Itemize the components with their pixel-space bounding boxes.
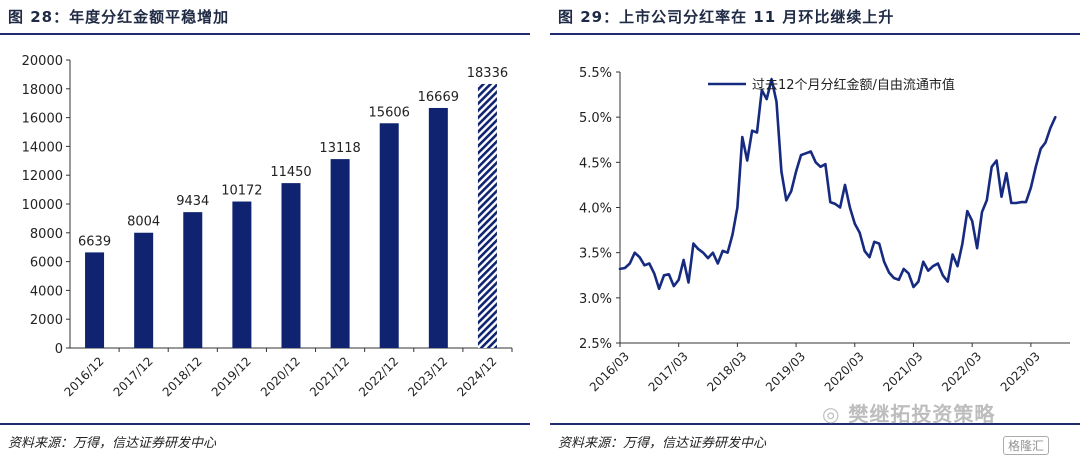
watermark-logo: 格隆汇 [1003, 436, 1050, 455]
bar-y-tick-label: 4000 [30, 284, 63, 299]
bar-y-tick-label: 6000 [30, 256, 63, 271]
bar-x-tick-label: 2024/12 [454, 354, 499, 399]
line-y-tick-label: 3.0% [579, 292, 612, 307]
left-figure-panel: 图 28：年度分红金额平稳增加 0 2000 4000 6000 8000 10000 12… [0, 0, 530, 464]
dividend-yield-series-line [618, 77, 1057, 291]
line-x-tick-label: 2018/03 [704, 349, 749, 394]
bar-y-tick-label: 0 [55, 342, 63, 357]
legend-label: 过去12个月分红金额/自由流通市值 [752, 77, 955, 93]
line-y-tick-label: 2.5% [579, 337, 612, 352]
line-y-tick-label: 4.5% [579, 156, 612, 171]
left-source-rule [0, 423, 530, 425]
bar-value-label: 9434 [176, 194, 209, 209]
bar-value-label: 16669 [418, 90, 459, 105]
bar-value-label: 18336 [467, 66, 508, 81]
bar-x-tick-label: 2022/12 [356, 354, 401, 399]
line-x-tick-label: 2023/03 [998, 349, 1043, 394]
right-source-rule [550, 423, 1080, 425]
wechat-icon: ◎ [822, 402, 841, 426]
bar-y-tick-label: 8000 [30, 227, 63, 242]
line-chart: 2.5% 3.0% 3.5% 4.0% 4.5% 5.0% 5.5% 2016/03 2017/… [579, 66, 1070, 394]
right-source-note: 资料来源：万得，信达证券研发中心 [558, 436, 767, 451]
watermark: ◎ 樊继拓投资策略 [822, 398, 995, 427]
bar [379, 123, 399, 349]
line-y-tick-label: 3.5% [579, 247, 612, 262]
bar-y-tick-label: 14000 [22, 140, 63, 155]
bar-value-label: 6639 [78, 234, 111, 249]
line-y-tick-label: 5.5% [579, 66, 612, 81]
watermark-logo-text: 格隆汇 [1008, 439, 1045, 453]
bar-value-label: 15606 [369, 105, 410, 120]
bar [477, 83, 497, 348]
bar [85, 252, 105, 348]
line-x-tick-label: 2019/03 [763, 349, 808, 394]
line-y-tick-label: 4.0% [579, 202, 612, 217]
bar-y-tick-label: 2000 [30, 313, 63, 328]
bar-value-label: 11450 [270, 165, 311, 180]
bar [281, 183, 301, 348]
bar-y-tick-label: 18000 [22, 83, 63, 98]
left-figure-title: 图 28：年度分红金额平稳增加 [8, 8, 230, 26]
bar [183, 212, 203, 348]
bar-y-tick-label: 10000 [22, 198, 63, 213]
line-x-tick-label: 2020/03 [822, 349, 867, 394]
bar [330, 159, 350, 348]
right-figure-panel: 图 29：上市公司分红率在 11 月环比继续上升 2.5% 3.0% 3.5% 4.0… [550, 0, 1080, 464]
bar-x-tick-label: 2017/12 [111, 354, 156, 399]
bar-x-tick-label: 2019/12 [209, 354, 254, 399]
line-x-tick-label: 2022/03 [939, 349, 984, 394]
bar [428, 107, 448, 348]
bar-x-tick-label: 2016/12 [61, 354, 106, 399]
line-x-tick-label: 2017/03 [646, 349, 691, 394]
line-y-tick-label: 5.0% [579, 111, 612, 126]
bar-x-tick-label: 2020/12 [258, 354, 303, 399]
bar [232, 201, 252, 348]
line-x-tick-label: 2021/03 [880, 349, 925, 394]
left-title-rule [0, 33, 530, 35]
bar-value-label: 10172 [221, 184, 262, 199]
right-figure-title: 图 29：上市公司分红率在 11 月环比继续上升 [558, 8, 895, 26]
right-title-rule [550, 33, 1080, 35]
bar-x-tick-label: 2023/12 [405, 354, 450, 399]
watermark-text: 樊继拓投资策略 [848, 402, 996, 426]
bar-x-tick-label: 2018/12 [160, 354, 205, 399]
bar-x-tick-label: 2021/12 [307, 354, 352, 399]
bar-value-label: 8004 [127, 215, 160, 230]
line-x-tick-label: 2016/03 [587, 349, 632, 394]
bar [134, 232, 154, 348]
left-source-note: 资料来源：万得，信达证券研发中心 [8, 436, 217, 451]
bar-value-label: 13118 [319, 141, 360, 156]
bar-chart: 0 2000 4000 6000 8000 10000 12000 14000 16000 180… [22, 54, 513, 399]
bar-y-tick-label: 12000 [22, 169, 63, 184]
bar-y-tick-label: 16000 [22, 112, 63, 127]
bar-y-tick-label: 20000 [22, 54, 63, 69]
